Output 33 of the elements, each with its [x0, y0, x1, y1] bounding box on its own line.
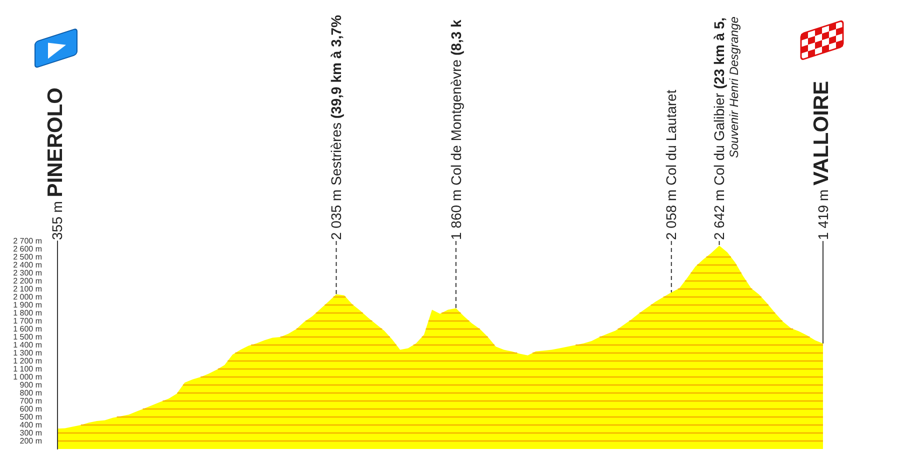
y-tick-label: 2 700 m [13, 236, 42, 246]
annotation: 2 058 m Col du Lautaret [663, 90, 680, 240]
text: Souvenir Henri Desgrange [727, 16, 742, 158]
text: 355 m PINEROLO [44, 88, 67, 240]
y-tick-label: 700 m [20, 396, 42, 406]
y-tick-label: 300 m [20, 428, 42, 438]
y-tick-label: 1 800 m [13, 308, 42, 318]
y-tick-label: 400 m [20, 420, 42, 430]
annotation: 2 035 m Sestrières (39,9 km à 3,7% [328, 15, 344, 240]
y-tick-label: 1 900 m [13, 300, 42, 310]
y-tick-label: 500 m [20, 412, 42, 422]
y-tick-label: 900 m [20, 380, 42, 390]
y-tick-label: 1 000 m [13, 372, 42, 382]
y-tick-label: 1 200 m [13, 356, 42, 366]
y-tick-label: 1 500 m [13, 332, 42, 342]
y-tick-label: 2 600 m [13, 244, 42, 254]
y-tick-label: 2 500 m [13, 252, 42, 262]
y-tick-label: 2 400 m [13, 260, 42, 270]
annotation: 2 642 m Col du Galibier (23 km à 5, [711, 17, 728, 240]
y-tick-label: 1 600 m [13, 324, 42, 334]
y-tick-label: 1 300 m [13, 348, 42, 358]
y-tick-label: 600 m [20, 404, 42, 414]
y-tick-label: 1 100 m [13, 364, 42, 374]
y-tick-label: 2 300 m [13, 268, 42, 278]
y-tick-label: 1 400 m [13, 340, 42, 350]
y-tick-label: 2 100 m [13, 284, 42, 294]
annotation: 1 860 m Col de Montgenèvre (8,3 k [448, 20, 464, 240]
y-tick-label: 200 m [20, 436, 42, 446]
y-tick-label: 1 700 m [13, 316, 42, 326]
y-tick-label: 2 000 m [13, 292, 42, 302]
y-tick-label: 800 m [20, 388, 42, 398]
annotation: 1 419 m VALLOIRE [810, 80, 833, 240]
y-tick-label: 2 200 m [13, 276, 42, 286]
